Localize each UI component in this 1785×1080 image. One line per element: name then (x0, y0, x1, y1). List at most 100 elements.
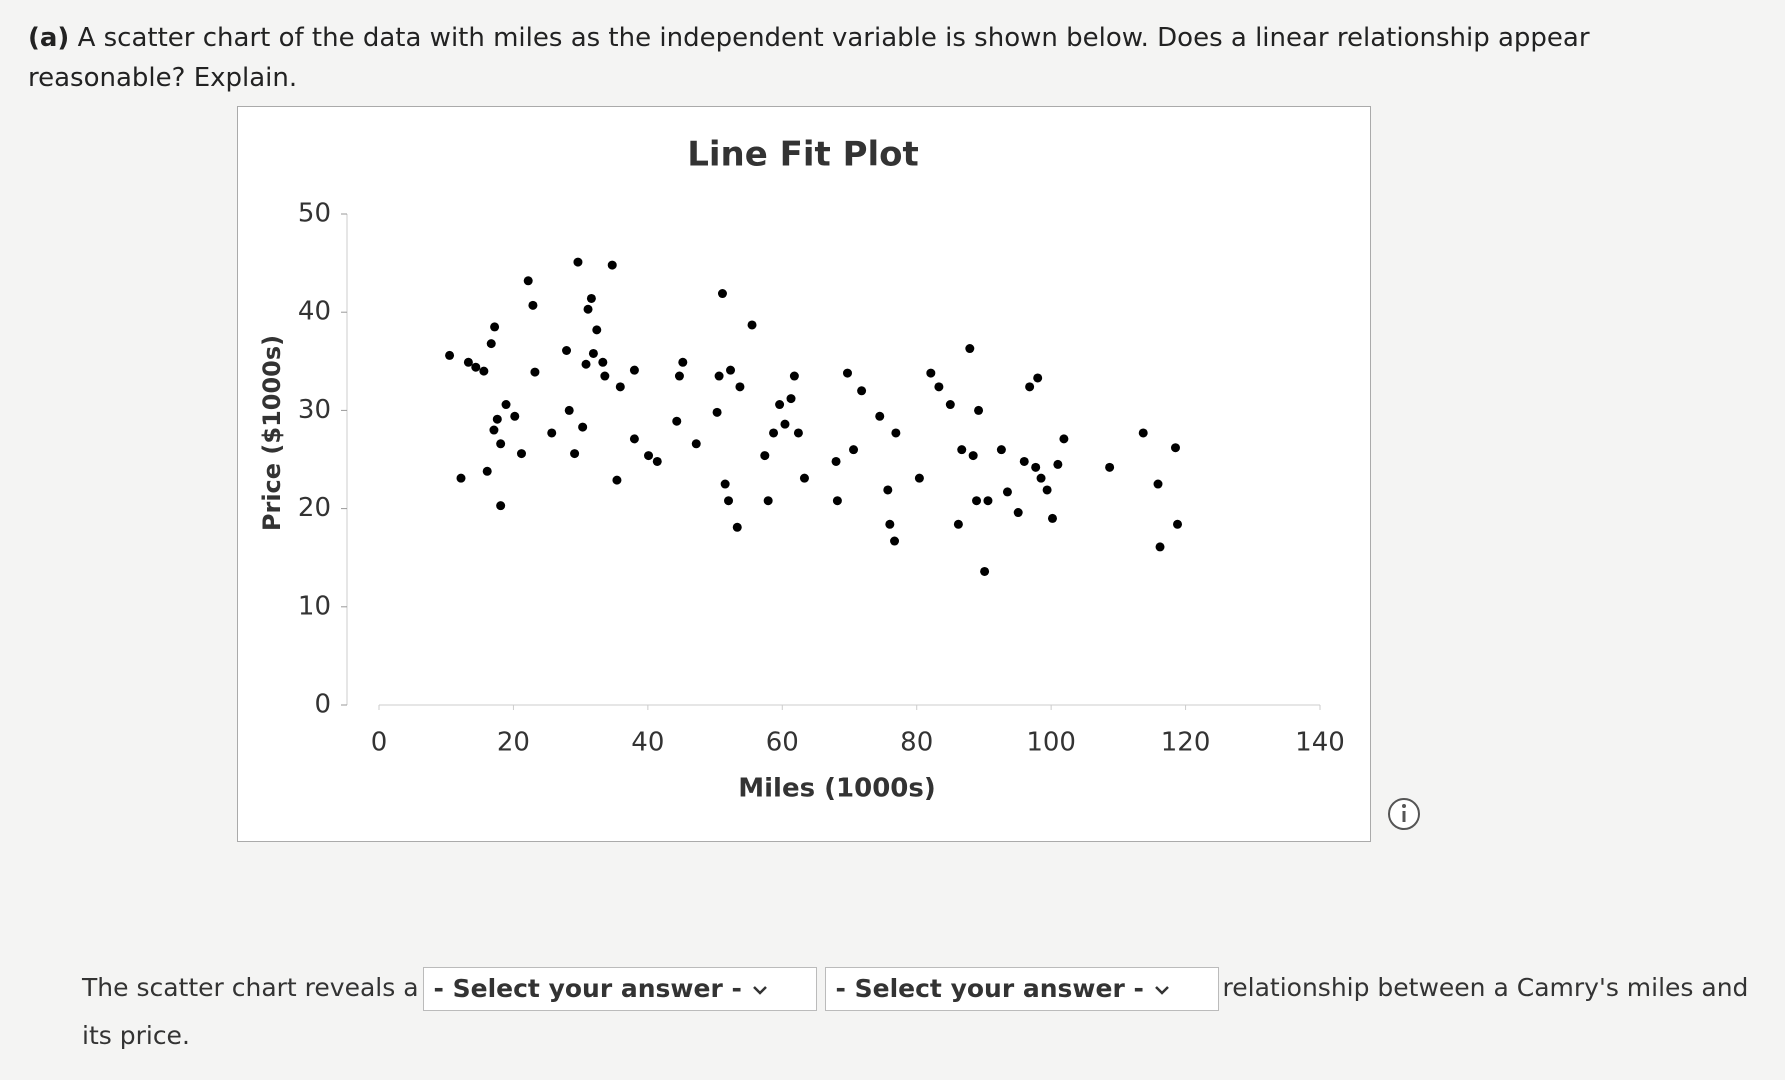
data-point (1053, 459, 1063, 469)
data-point (1019, 456, 1029, 466)
data-point (482, 466, 492, 476)
data-point (891, 428, 901, 438)
data-point (612, 475, 622, 485)
data-point (842, 368, 852, 378)
data-point (564, 405, 574, 415)
data-point (996, 445, 1006, 455)
data-point (644, 451, 654, 461)
x-axis-label: Miles (1000s) (738, 774, 935, 804)
data-point (588, 348, 598, 358)
data-point (1173, 519, 1183, 529)
data-point (583, 304, 593, 314)
data-point (489, 425, 499, 435)
data-point (832, 496, 842, 506)
data-point (691, 439, 701, 449)
data-point (592, 325, 602, 335)
data-point (968, 451, 978, 461)
data-point (456, 473, 466, 483)
chevron (1155, 986, 1169, 995)
x-tick-label: 40 (631, 728, 664, 758)
data-point (547, 428, 557, 438)
data-point (883, 485, 893, 495)
data-point (672, 416, 682, 426)
data-point (486, 339, 496, 349)
answer-suffix: relationship between a Camry's miles and… (82, 973, 1749, 1050)
data-point (789, 371, 799, 381)
data-point (831, 456, 841, 466)
data-point (1059, 434, 1069, 444)
answer-sentence: The scatter chart reveals a - Select your… (82, 964, 1772, 1060)
data-point (471, 362, 481, 372)
data-point (492, 414, 502, 424)
data-point (780, 419, 790, 429)
data-point (857, 386, 867, 396)
data-point (516, 449, 526, 459)
data-point (724, 496, 734, 506)
data-point (578, 422, 588, 432)
data-point (763, 496, 773, 506)
x-tick-label: 80 (900, 728, 933, 758)
question: (a) A scatter chart of the data with mil… (28, 18, 1728, 98)
data-point (528, 300, 538, 310)
chart-title: Line Fit Plot (687, 135, 919, 175)
data-point (714, 371, 724, 381)
data-point (980, 566, 990, 576)
y-tick-label: 0 (314, 690, 331, 720)
data-point (712, 407, 722, 417)
data-point (573, 257, 583, 267)
data-point (849, 445, 859, 455)
data-point (934, 382, 944, 392)
data-point (965, 344, 975, 354)
y-axis-label: Price ($1000s) (258, 335, 286, 531)
data-point (717, 289, 727, 299)
y-tick-label: 40 (298, 297, 331, 327)
data-point (490, 322, 500, 332)
data-point (953, 519, 963, 529)
data-point (586, 293, 596, 303)
answer-prefix: The scatter chart reveals a (82, 973, 419, 1002)
data-point (914, 473, 924, 483)
dropdown[interactable]: - Select your answer - (824, 967, 1219, 1011)
data-point (598, 357, 608, 367)
data-point (875, 411, 885, 421)
data-point (775, 400, 785, 410)
data-point (581, 359, 591, 369)
data-point (799, 473, 809, 483)
data-point (501, 400, 511, 410)
data-point (562, 345, 572, 355)
data-point (1033, 373, 1043, 383)
data-point (510, 411, 520, 421)
data-point (600, 371, 610, 381)
data-point (769, 428, 779, 438)
x-tick-label: 20 (497, 728, 530, 758)
data-point (1025, 382, 1035, 392)
data-point (945, 400, 955, 410)
x-tick-label: 60 (766, 728, 799, 758)
y-tick-label: 10 (298, 591, 331, 621)
data-point (1002, 487, 1012, 497)
data-point (1031, 462, 1041, 472)
data-point (674, 371, 684, 381)
data-point (735, 382, 745, 392)
data-point (720, 479, 730, 489)
data-point (629, 434, 639, 444)
x-tick-label: 0 (371, 728, 388, 758)
data-point (496, 439, 506, 449)
y-tick-label: 50 (298, 199, 331, 229)
question-text: A scatter chart of the data with miles a… (28, 23, 1590, 93)
data-point (974, 405, 984, 415)
data-point (445, 350, 455, 360)
chevron (753, 986, 767, 995)
data-point (652, 456, 662, 466)
info-icon[interactable] (1384, 794, 1424, 834)
data-point (926, 368, 936, 378)
data-point (890, 536, 900, 546)
data-point (747, 320, 757, 330)
data-point (1170, 443, 1180, 453)
dropdown[interactable]: - Select your answer - (422, 967, 817, 1011)
data-point (463, 357, 473, 367)
data-point (530, 367, 540, 377)
data-point (983, 496, 993, 506)
data-point (523, 276, 533, 286)
